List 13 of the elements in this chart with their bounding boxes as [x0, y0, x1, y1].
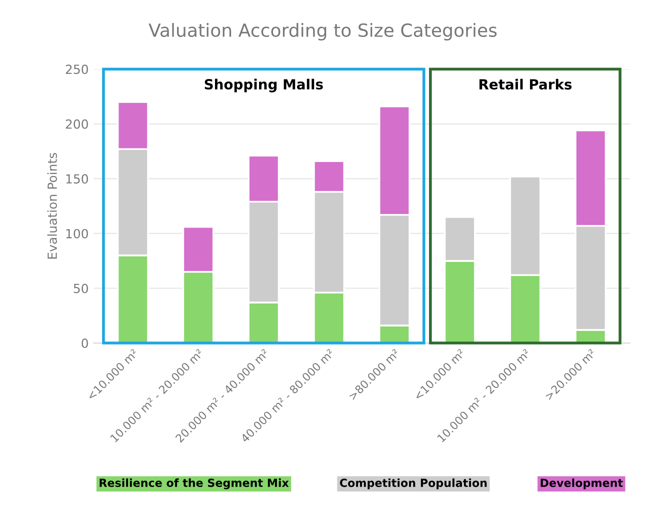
y-tick-label: 50 — [74, 284, 88, 294]
y-tick-label: 200 — [66, 119, 88, 129]
y-tick-label: 150 — [66, 174, 88, 184]
chart-title: Valuation According to Size Categories — [148, 23, 497, 41]
text: Development — [540, 478, 623, 490]
y-tick-label: 0 — [82, 338, 88, 348]
text: Resilience of the Segment Mix — [100, 478, 289, 490]
y-axis-title: Evaluation Points — [47, 152, 57, 259]
annotation: Retail Parks — [479, 78, 572, 90]
y-tick-label: 250 — [66, 64, 88, 74]
y-tick-label: 100 — [66, 228, 88, 238]
text: Competition Population — [340, 478, 487, 490]
annotation: Shopping Malls — [204, 78, 323, 92]
